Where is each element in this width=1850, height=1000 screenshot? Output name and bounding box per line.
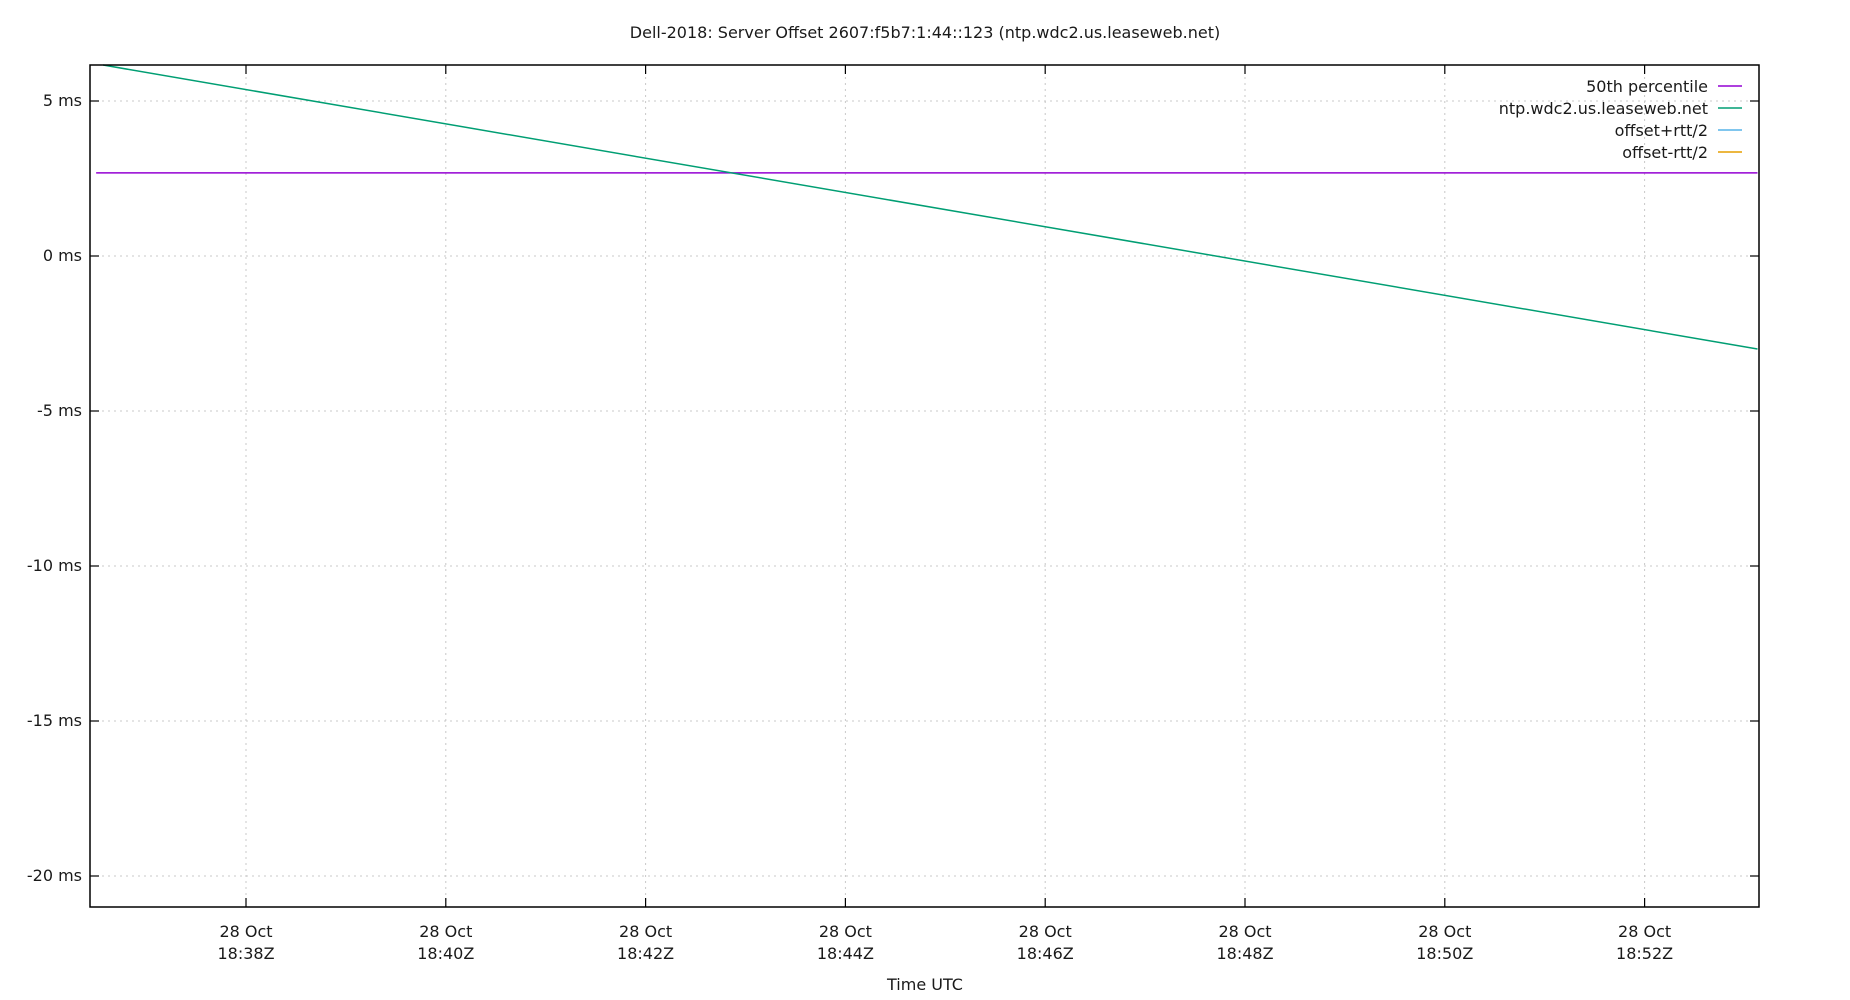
x-tick-label-time: 18:38Z — [217, 944, 274, 963]
x-tick-label-time: 18:52Z — [1616, 944, 1673, 963]
x-tick-label-time: 18:42Z — [617, 944, 674, 963]
y-tick-label: 5 ms — [43, 91, 82, 110]
legend-label: ntp.wdc2.us.leaseweb.net — [1499, 99, 1708, 118]
grid — [90, 65, 1759, 907]
x-tick-label-time: 18:40Z — [417, 944, 474, 963]
x-tick-label-time: 18:50Z — [1416, 944, 1473, 963]
x-tick-label-date: 28 Oct — [1618, 922, 1671, 941]
series-line — [103, 64, 1758, 350]
y-tick-label: -5 ms — [37, 401, 82, 420]
x-tick-label-date: 28 Oct — [619, 922, 672, 941]
x-axis-label: Time UTC — [886, 975, 963, 994]
legend-label: 50th percentile — [1586, 77, 1708, 96]
x-tick-label-time: 18:44Z — [817, 944, 874, 963]
x-axis: 28 Oct 18:38Z 28 Oct 18:40Z 28 Oct 18:42Z 28 O… — [217, 65, 1673, 963]
y-tick-label: -15 ms — [27, 711, 82, 730]
chart-title: Dell-2018: Server Offset 2607:f5b7:1:44:… — [630, 23, 1220, 42]
legend: 50th percentile ntp.wdc2.us.leaseweb.net o… — [1499, 77, 1742, 162]
y-tick-label: -10 ms — [27, 556, 82, 575]
x-tick-label-date: 28 Oct — [1019, 922, 1072, 941]
x-tick-label-time: 18:46Z — [1017, 944, 1074, 963]
x-tick-label-date: 28 Oct — [219, 922, 272, 941]
legend-label: offset-rtt/2 — [1622, 143, 1708, 162]
x-tick-label-time: 18:48Z — [1216, 944, 1273, 963]
legend-label: offset+rtt/2 — [1615, 121, 1708, 140]
y-tick-label: 0 ms — [43, 246, 82, 265]
x-tick-label-date: 28 Oct — [419, 922, 472, 941]
x-tick-label-date: 28 Oct — [1218, 922, 1271, 941]
x-tick-label-date: 28 Oct — [819, 922, 872, 941]
plot-border — [89, 64, 1760, 908]
x-tick-label-date: 28 Oct — [1418, 922, 1471, 941]
y-axis: 5 ms 0 ms -5 ms -10 ms -15 ms -20 ms — [27, 91, 1759, 885]
y-tick-label: -20 ms — [27, 866, 82, 885]
series-lines — [96, 64, 1758, 350]
